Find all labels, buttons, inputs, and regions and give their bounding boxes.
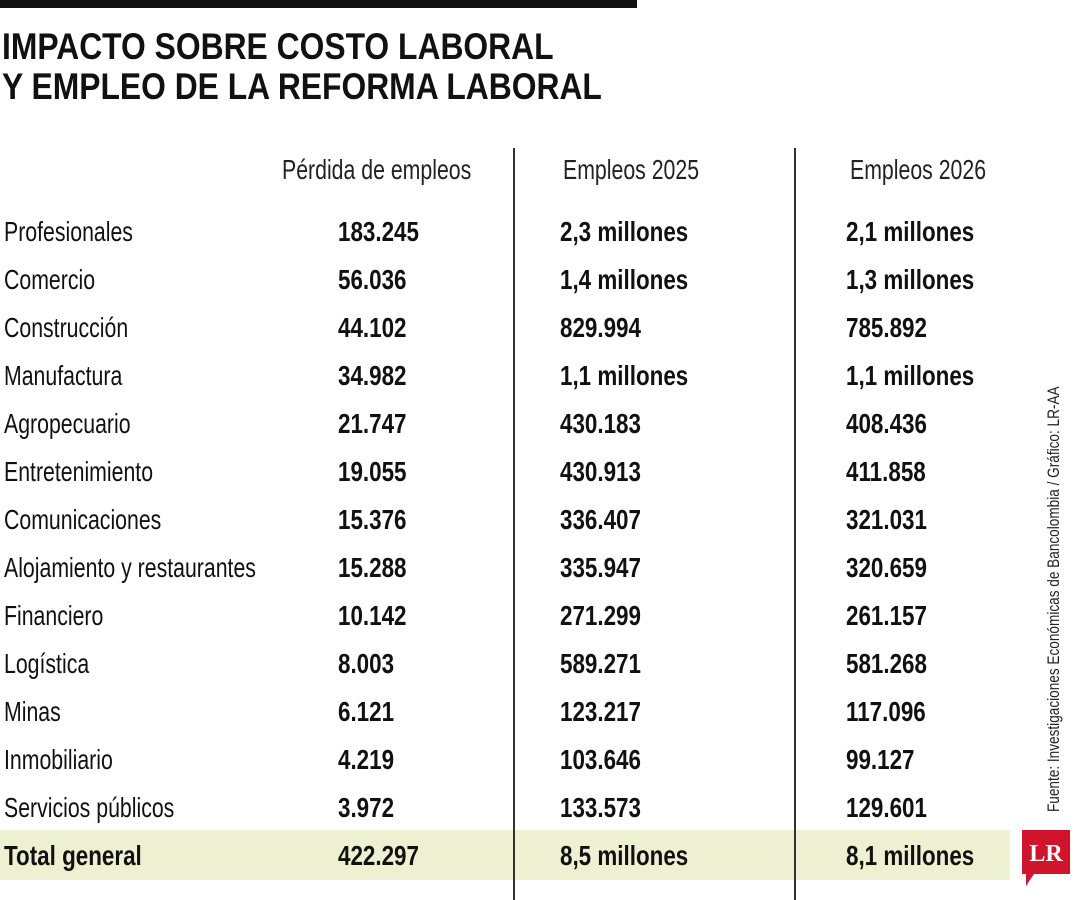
- row-label: Agropecuario: [4, 408, 131, 439]
- value-cell: 133.573: [560, 792, 641, 823]
- source: Fuente: Investigaciones Económicas de Ba…: [1044, 386, 1063, 812]
- value-cell: 1,1 millones: [560, 360, 689, 391]
- value-cell: 99.127: [846, 744, 915, 775]
- value-cell: 430.913: [560, 456, 641, 487]
- column-divider: [794, 148, 796, 900]
- value-cell: 1,3 millones: [846, 264, 975, 295]
- row-label: Comercio: [4, 264, 96, 295]
- value-cell: 21.747: [338, 408, 407, 439]
- column-divider: [513, 148, 515, 900]
- column-header: Empleos 2026: [850, 154, 987, 185]
- column-header: Pérdida de empleos: [282, 154, 472, 185]
- value-cell: 10.142: [338, 600, 407, 631]
- value-cell: 183.245: [338, 216, 419, 247]
- value-cell: 3.972: [338, 792, 395, 823]
- value-cell: 123.217: [560, 696, 641, 727]
- value-cell: 34.982: [338, 360, 407, 391]
- value-cell: 785.892: [846, 312, 927, 343]
- logo-shape: [1022, 830, 1070, 886]
- row-label: Minas: [4, 696, 61, 727]
- value-cell: 15.288: [338, 552, 407, 583]
- total-background: [0, 830, 1010, 880]
- value-cell: 320.659: [846, 552, 927, 583]
- value-cell: 430.183: [560, 408, 641, 439]
- value-cell: 8.003: [338, 648, 395, 679]
- value-cell: 44.102: [338, 312, 407, 343]
- value-cell: 4.219: [338, 744, 395, 775]
- total-value: 422.297: [338, 840, 419, 871]
- value-cell: 261.157: [846, 600, 927, 631]
- total-value: 8,5 millones: [560, 840, 689, 871]
- value-cell: 271.299: [560, 600, 641, 631]
- value-cell: 1,1 millones: [846, 360, 975, 391]
- row-label: Construcción: [4, 312, 129, 343]
- value-cell: 2,3 millones: [560, 216, 689, 247]
- value-cell: 1,4 millones: [560, 264, 689, 295]
- value-cell: 15.376: [338, 504, 407, 535]
- value-cell: 411.858: [846, 456, 926, 487]
- row-label: Financiero: [4, 600, 104, 631]
- row-label: Alojamiento y restaurantes: [4, 552, 256, 583]
- row-label: Servicios públicos: [4, 792, 175, 823]
- value-cell: 336.407: [560, 504, 641, 535]
- value-cell: 129.601: [846, 792, 927, 823]
- value-cell: 581.268: [846, 648, 927, 679]
- value-cell: 117.096: [846, 696, 926, 727]
- value-cell: 56.036: [338, 264, 407, 295]
- value-cell: 408.436: [846, 408, 927, 439]
- value-cell: 589.271: [560, 648, 641, 679]
- value-cell: 103.646: [560, 744, 641, 775]
- column-header: Empleos 2025: [563, 154, 700, 185]
- logo-text: LR: [1029, 841, 1063, 867]
- value-cell: 19.055: [338, 456, 407, 487]
- value-cell: 2,1 millones: [846, 216, 975, 247]
- logo: LR: [1022, 830, 1070, 886]
- row-label: Inmobiliario: [4, 744, 113, 775]
- row-label: Entretenimiento: [4, 456, 154, 487]
- top-bar: [0, 0, 637, 8]
- title-line: IMPACTO SOBRE COSTO LABORAL: [2, 26, 554, 67]
- title-line: Y EMPLEO DE LA REFORMA LABORAL: [2, 66, 602, 107]
- row-label: Logística: [4, 648, 90, 679]
- value-cell: 321.031: [846, 504, 927, 535]
- row-label: Manufactura: [4, 360, 123, 391]
- value-cell: 6.121: [338, 696, 395, 727]
- total-label: Total general: [4, 840, 142, 871]
- value-cell: 335.947: [560, 552, 641, 583]
- row-label: Comunicaciones: [4, 504, 162, 535]
- total-value: 8,1 millones: [846, 840, 975, 871]
- row-label: Profesionales: [4, 216, 133, 247]
- value-cell: 829.994: [560, 312, 641, 343]
